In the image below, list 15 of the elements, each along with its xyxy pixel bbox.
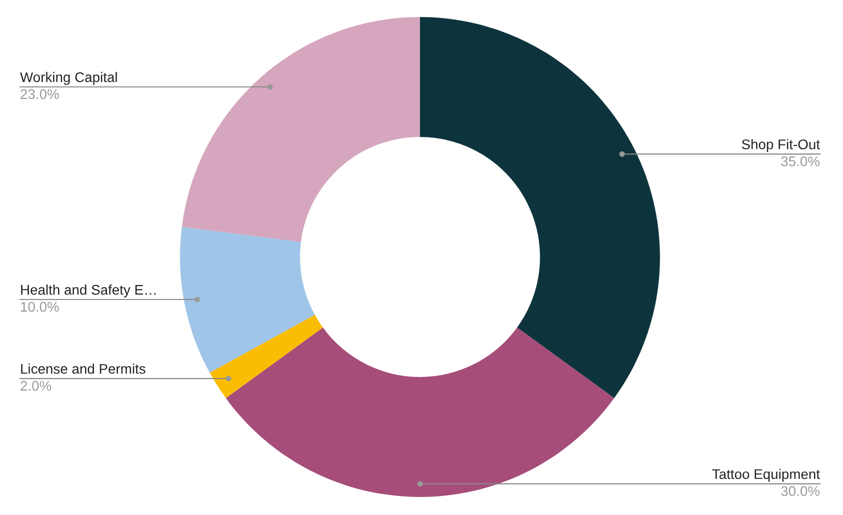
data-label: 30.0% bbox=[781, 486, 820, 496]
slice-label: License and Permits bbox=[21, 364, 146, 374]
slice-label: Working Capital bbox=[20, 72, 117, 85]
slice-label: Shop Fit-Out bbox=[742, 139, 820, 152]
donut-slice bbox=[180, 226, 315, 373]
donut-slice bbox=[210, 314, 323, 398]
data-label: 10.0% bbox=[21, 302, 59, 312]
data-label: 35.0% bbox=[781, 156, 820, 166]
data-label: 2.0% bbox=[20, 380, 52, 391]
donut-slice bbox=[420, 17, 660, 398]
donut-slice bbox=[226, 328, 614, 497]
slice-label: Tattoo Equipment bbox=[712, 468, 820, 482]
slice-label: Health and Safety E… bbox=[21, 284, 156, 298]
donut-slice bbox=[182, 17, 420, 242]
data-label: 23.0% bbox=[20, 89, 59, 100]
